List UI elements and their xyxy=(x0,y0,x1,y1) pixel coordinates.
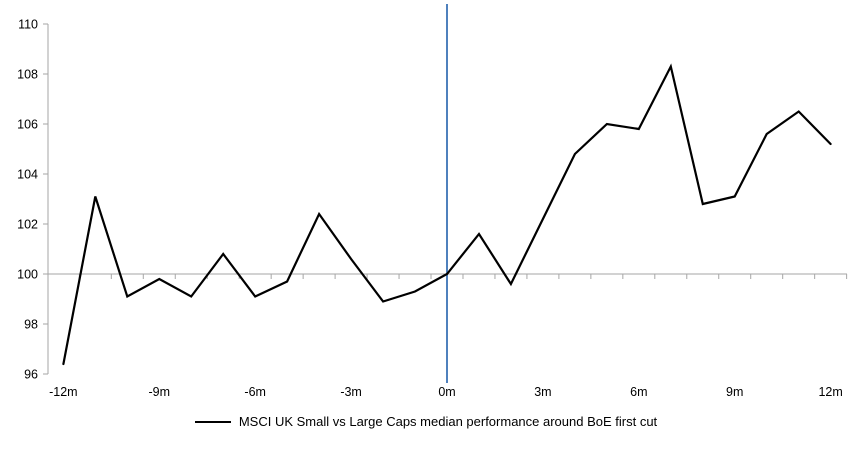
y-axis-tick-label: 110 xyxy=(18,18,38,32)
y-axis-tick-label: 100 xyxy=(17,268,38,282)
series-line xyxy=(62,63,832,366)
x-axis-tick-label: 12m xyxy=(818,385,842,399)
y-axis-tick-label: 104 xyxy=(17,168,38,182)
x-axis-tick-label: 0m xyxy=(438,385,455,399)
x-axis-tick-label: -12m xyxy=(49,385,77,399)
y-axis-tick-label: 96 xyxy=(24,368,38,382)
x-axis-tick-label: -6m xyxy=(244,385,266,399)
chart-legend: MSCI UK Small vs Large Caps median perfo… xyxy=(0,414,852,429)
y-axis-tick-label: 106 xyxy=(17,118,38,132)
legend-series-label: MSCI UK Small vs Large Caps median perfo… xyxy=(238,414,658,429)
y-axis-tick-label: 108 xyxy=(17,68,38,82)
line-chart-svg: 96 98 100 102 104 106 108 110 -12m -9m -6m -3m 0m 3m 6… xyxy=(17,4,848,399)
x-axis-tick-label: -9m xyxy=(149,385,171,399)
y-axis-tick-label: 98 xyxy=(24,318,38,332)
x-axis-tick-label: 9m xyxy=(726,385,743,399)
legend-line-swatch xyxy=(194,420,231,423)
x-axis-tick-label: -3m xyxy=(340,385,362,399)
x-axis-tick-label: 6m xyxy=(630,385,647,399)
y-axis-tick-label: 102 xyxy=(17,218,38,232)
x-axis-tick-label: 3m xyxy=(534,385,551,399)
